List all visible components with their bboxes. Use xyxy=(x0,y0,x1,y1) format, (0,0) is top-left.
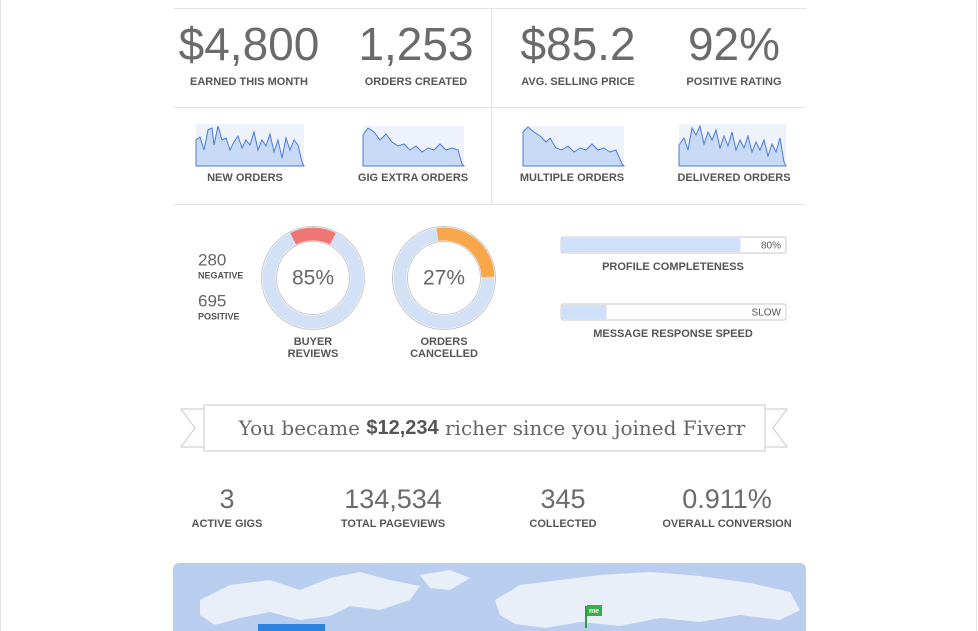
sparkline xyxy=(195,125,305,167)
count: 280 xyxy=(198,250,226,269)
map-highlight xyxy=(258,624,325,631)
bar-caption: MESSAGE RESPONSE SPEED xyxy=(593,328,753,340)
donut-rest xyxy=(393,228,495,329)
donut-caption: REVIEWS xyxy=(288,348,339,360)
donut-inner xyxy=(276,241,350,315)
sparkline-label: MULTIPLE ORDERS xyxy=(520,172,624,184)
top-stats: $4,800 EARNED THIS MONTH 1,253 ORDERS CR… xyxy=(179,18,782,88)
flag-label: me xyxy=(589,608,599,615)
review-counts: 280 NEGATIVE 695 POSITIVE xyxy=(198,250,243,321)
sparkline xyxy=(522,126,626,167)
map-land xyxy=(420,570,470,590)
ribbon-text-part: richer since you joined Fiverr xyxy=(439,416,746,440)
donut-outline xyxy=(392,226,496,330)
donut-outline xyxy=(261,226,365,330)
count: 695 xyxy=(198,291,226,310)
stat-label: AVG. SELLING PRICE xyxy=(521,76,634,88)
stat-value: $85.2 xyxy=(520,18,635,70)
ribbon-amount: $12,234 xyxy=(366,417,439,439)
ribbon-banner: You became $12,234 richer since you join… xyxy=(180,404,788,452)
sparkline-label: NEW ORDERS xyxy=(207,172,283,184)
stat-value: $4,800 xyxy=(179,18,320,70)
ribbon-text-part: You became xyxy=(238,416,367,440)
flag xyxy=(587,605,602,616)
map-land xyxy=(495,572,800,628)
bar-track xyxy=(560,303,787,321)
sparkline xyxy=(362,127,466,167)
sparkline xyxy=(678,124,787,167)
stat-value: 92% xyxy=(688,18,780,70)
count-label: NEGATIVE xyxy=(198,270,243,280)
stat-label: ORDERS CREATED xyxy=(365,76,468,88)
ribbon-text: You became $12,234 richer since you join… xyxy=(238,416,746,440)
stat-value: 3 xyxy=(219,484,234,514)
bar-fill xyxy=(562,305,607,319)
stat-label: TOTAL PAGEVIEWS xyxy=(341,518,445,530)
donut-value xyxy=(262,233,364,329)
map-land xyxy=(200,572,420,625)
bar-fill xyxy=(562,238,741,252)
stat-value: 345 xyxy=(540,484,585,514)
world-map: me xyxy=(173,563,806,631)
bar-caption: PROFILE COMPLETENESS xyxy=(602,261,744,273)
bottom-stats: 3 ACTIVE GIGS 134,534 TOTAL PAGEVIEWS 34… xyxy=(192,484,792,530)
sparklines: NEW ORDERS GIG EXTRA ORDERS MULTIPLE ORD… xyxy=(195,124,791,184)
stat-value: 1,253 xyxy=(358,18,473,70)
stat-label: OVERALL CONVERSION xyxy=(662,518,791,530)
stat-value: 0.911% xyxy=(682,484,772,514)
stat-label: ACTIVE GIGS xyxy=(192,518,263,530)
sparkline-label: DELIVERED ORDERS xyxy=(677,172,790,184)
bar-value-label: SLOW xyxy=(752,308,782,319)
donut-rest xyxy=(290,227,336,245)
stat-value: 134,534 xyxy=(344,484,442,514)
donut-caption: BUYER xyxy=(294,336,333,348)
sparkline-label: GIG EXTRA ORDERS xyxy=(358,172,468,184)
ribbon-box xyxy=(203,404,766,452)
donut-value xyxy=(436,227,495,278)
stat-label: POSITIVE RATING xyxy=(686,76,781,88)
donut-label: 27% xyxy=(423,267,465,290)
progress-bars: 80% PROFILE COMPLETENESS SLOW MESSAGE RESPO… xyxy=(560,236,787,340)
stat-label: EARNED THIS MONTH xyxy=(190,76,308,88)
donut-caption: CANCELLED xyxy=(410,348,478,360)
donut-caption: ORDERS xyxy=(420,336,467,348)
count-label: POSITIVE xyxy=(198,311,240,321)
donut-label: 85% xyxy=(292,267,334,290)
donut-inner xyxy=(407,241,481,315)
bar-value-label: 80% xyxy=(761,241,781,252)
stat-label: COLLECTED xyxy=(529,518,596,530)
